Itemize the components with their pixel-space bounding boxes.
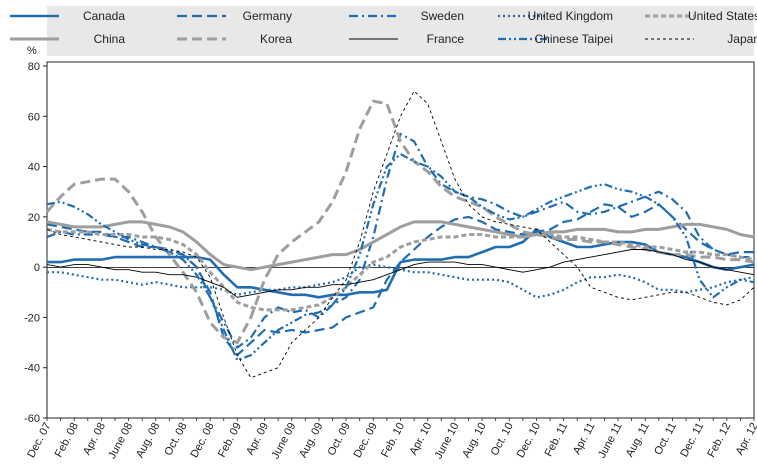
x-tick-label: June 10 (433, 421, 462, 461)
x-tick-label: Apr. 08 (81, 421, 108, 457)
series-line-united-states (46, 227, 755, 312)
legend-label-sweden: Sweden (421, 9, 464, 23)
x-tick-label: Apr. 11 (571, 421, 598, 457)
legend-label-china: China (94, 32, 126, 46)
legend-label-chinese-taipei: Chinese Taipei (535, 32, 614, 46)
x-tick-label: Dec. 07 (25, 421, 53, 460)
x-tick-label: Apr. 10 (407, 421, 434, 457)
x-tick-label: Oct. 09 (326, 421, 353, 458)
y-axis: -60 -40 -20 0 20 40 60 80 (24, 61, 47, 425)
y-axis-label: % (27, 45, 37, 57)
legend-label-korea: Korea (260, 32, 292, 46)
x-tick-label: Apr. 09 (244, 421, 271, 457)
series-line-korea (45, 99, 755, 345)
series-layer (45, 90, 755, 379)
x-tick-label: Dec. 08 (188, 421, 216, 460)
x-tick-label: Aug. 10 (460, 421, 488, 460)
x-tick-label: Aug. 11 (624, 421, 652, 459)
x-tick-label: June 11 (596, 421, 625, 460)
x-tick-label: Aug. 09 (297, 421, 325, 460)
x-tick-label: Aug. 08 (134, 421, 162, 460)
x-tick-label: June 09 (269, 421, 298, 461)
x-tick-label: Oct. 11 (652, 421, 679, 457)
x-tick-label: Oct. 10 (489, 421, 516, 458)
y-tick-label: -40 (24, 363, 40, 375)
legend: Canada Germany Sweden United Kingdom United … (10, 9, 757, 46)
legend-background (47, 6, 754, 56)
series-line-canada (47, 228, 755, 299)
x-tick-label: Apr. 12 (734, 421, 757, 457)
y-tick-label: 80 (28, 61, 40, 73)
legend-label-france: France (427, 32, 465, 46)
series-line-japan (46, 90, 755, 379)
plot-background (46, 61, 755, 419)
y-tick-label: -20 (24, 312, 40, 324)
series-line-france (46, 249, 755, 298)
y-tick-label: -60 (24, 413, 40, 425)
series-line-china (46, 220, 755, 272)
y-tick-label: 40 (28, 162, 40, 174)
legend-label-united-states: United States (688, 9, 757, 23)
x-tick-label: Feb. 10 (379, 421, 407, 460)
x-tick-label: Feb. 08 (53, 421, 81, 460)
legend-label-germany: Germany (243, 9, 292, 23)
y-tick-label: 60 (28, 111, 40, 123)
x-tick-label: Dec. 11 (678, 421, 706, 459)
x-tick-label: Oct. 08 (162, 421, 189, 458)
x-tick-label: Feb. 09 (216, 421, 244, 460)
series-line-chinese-taipei (46, 152, 755, 362)
x-tick-label: June 08 (106, 421, 135, 461)
x-tick-label: Dec. 10 (515, 421, 543, 460)
legend-label-japan: Japan (727, 32, 757, 46)
x-tick-label: Dec. 09 (352, 421, 380, 460)
y-tick-label: 0 (34, 262, 40, 274)
legend-label-united-kingdom: United Kingdom (528, 9, 613, 23)
x-tick-label: Feb. 12 (705, 421, 733, 460)
y-tick-label: 20 (28, 212, 40, 224)
x-tick-label: Feb. 11 (543, 421, 571, 459)
legend-label-canada: Canada (83, 9, 125, 23)
